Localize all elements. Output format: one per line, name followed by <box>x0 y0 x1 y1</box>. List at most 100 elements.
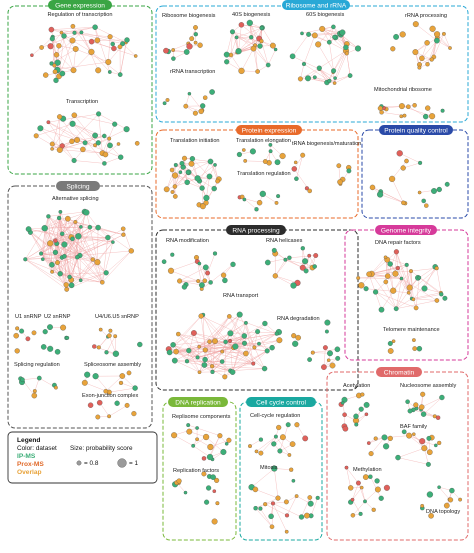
protein-node <box>356 276 361 280</box>
network-edge <box>106 336 116 353</box>
protein-node <box>283 499 289 505</box>
network-edge <box>204 353 246 366</box>
label-mitosis: Mitosis <box>260 465 278 471</box>
protein-node <box>46 120 51 125</box>
protein-node <box>213 163 217 167</box>
network-edge <box>251 27 262 38</box>
network-edge <box>61 26 96 33</box>
protein-node <box>434 443 438 448</box>
network-edge <box>375 291 417 309</box>
protein-node <box>411 297 416 302</box>
protein-node <box>396 150 403 157</box>
protein-node <box>214 477 220 483</box>
protein-node <box>82 140 88 146</box>
protein-node <box>163 47 169 54</box>
network-edge <box>436 268 442 295</box>
protein-node <box>179 160 185 166</box>
network-edge <box>98 128 127 144</box>
protein-node <box>112 350 120 357</box>
protein-node <box>412 432 416 436</box>
protein-node <box>255 329 261 335</box>
protein-node <box>41 257 45 261</box>
protein-node <box>240 194 245 200</box>
protein-node <box>271 247 277 253</box>
legend: Legend Color: dataset IP-MS Prox-MS Over… <box>7 431 158 484</box>
protein-node <box>206 173 213 180</box>
protein-node <box>65 335 70 340</box>
network-edge <box>74 160 105 164</box>
network-edge <box>232 31 254 49</box>
network-edge <box>433 33 445 58</box>
network-edge <box>109 335 117 354</box>
label-splicing-regulation: Splicing regulation <box>14 362 60 368</box>
protein-node <box>207 443 214 451</box>
label-translation-regulation: Translation regulation <box>237 171 291 177</box>
label-60s-biogenesis: 60S biogenesis <box>306 12 344 18</box>
network-edge <box>40 216 49 254</box>
network-edge <box>55 226 82 241</box>
header-dna-replication: DNA replication <box>175 400 221 407</box>
protein-node <box>262 159 268 164</box>
protein-node <box>426 435 432 441</box>
network-edge <box>22 377 40 380</box>
network-edge <box>166 164 177 190</box>
label-rrna-processing: rRNA processing <box>405 13 447 19</box>
protein-node <box>276 194 281 199</box>
protein-node <box>132 385 138 391</box>
protein-node <box>94 259 101 266</box>
network-edge <box>207 253 216 274</box>
protein-node <box>61 241 68 248</box>
network-edge <box>75 48 109 63</box>
protein-node <box>63 282 69 288</box>
network-edge <box>249 22 261 47</box>
protein-node <box>73 220 78 224</box>
protein-node <box>359 485 364 490</box>
protein-node <box>250 45 257 52</box>
protein-node <box>409 269 413 274</box>
protein-node <box>391 339 396 343</box>
network-edge <box>358 482 366 502</box>
network-edge <box>399 153 421 164</box>
network-edge <box>275 275 294 286</box>
label-cell-cycle-regulation: Cell-cycle regulation <box>250 413 300 419</box>
network-edge <box>49 243 53 265</box>
protein-node <box>212 338 218 345</box>
network-edge <box>72 123 99 143</box>
protein-node <box>128 248 134 254</box>
protein-node <box>332 81 337 85</box>
network-edge <box>296 155 303 179</box>
label-baf-family: BAF family <box>400 424 427 430</box>
protein-node <box>187 91 192 96</box>
protein-node <box>84 371 91 378</box>
label-transcription: Transcription <box>66 99 98 105</box>
protein-node <box>33 133 39 139</box>
protein-node <box>31 392 38 399</box>
protein-node <box>104 350 109 355</box>
header-splicing: Splicing <box>66 184 89 191</box>
protein-node <box>47 345 54 352</box>
network-edge <box>403 162 421 169</box>
network-edge <box>254 45 269 66</box>
protein-node <box>306 31 312 37</box>
protein-node <box>199 185 205 191</box>
network-edge <box>401 278 413 299</box>
protein-node <box>354 422 359 427</box>
network-edge <box>289 255 316 259</box>
protein-node <box>52 249 58 255</box>
protein-node <box>374 478 380 484</box>
network-edge <box>300 67 320 80</box>
network-edge <box>174 360 200 373</box>
network-edge <box>62 145 83 150</box>
protein-node <box>215 501 220 506</box>
network-edge <box>89 226 124 235</box>
protein-node <box>93 143 98 148</box>
network-edge <box>241 48 254 72</box>
network-edge <box>205 343 245 351</box>
network-edge <box>204 364 225 377</box>
protein-node <box>257 43 263 49</box>
network-edge <box>91 51 110 73</box>
network-edge <box>205 349 213 367</box>
protein-node <box>197 344 202 349</box>
network-edge <box>171 169 188 183</box>
protein-node <box>88 38 95 45</box>
